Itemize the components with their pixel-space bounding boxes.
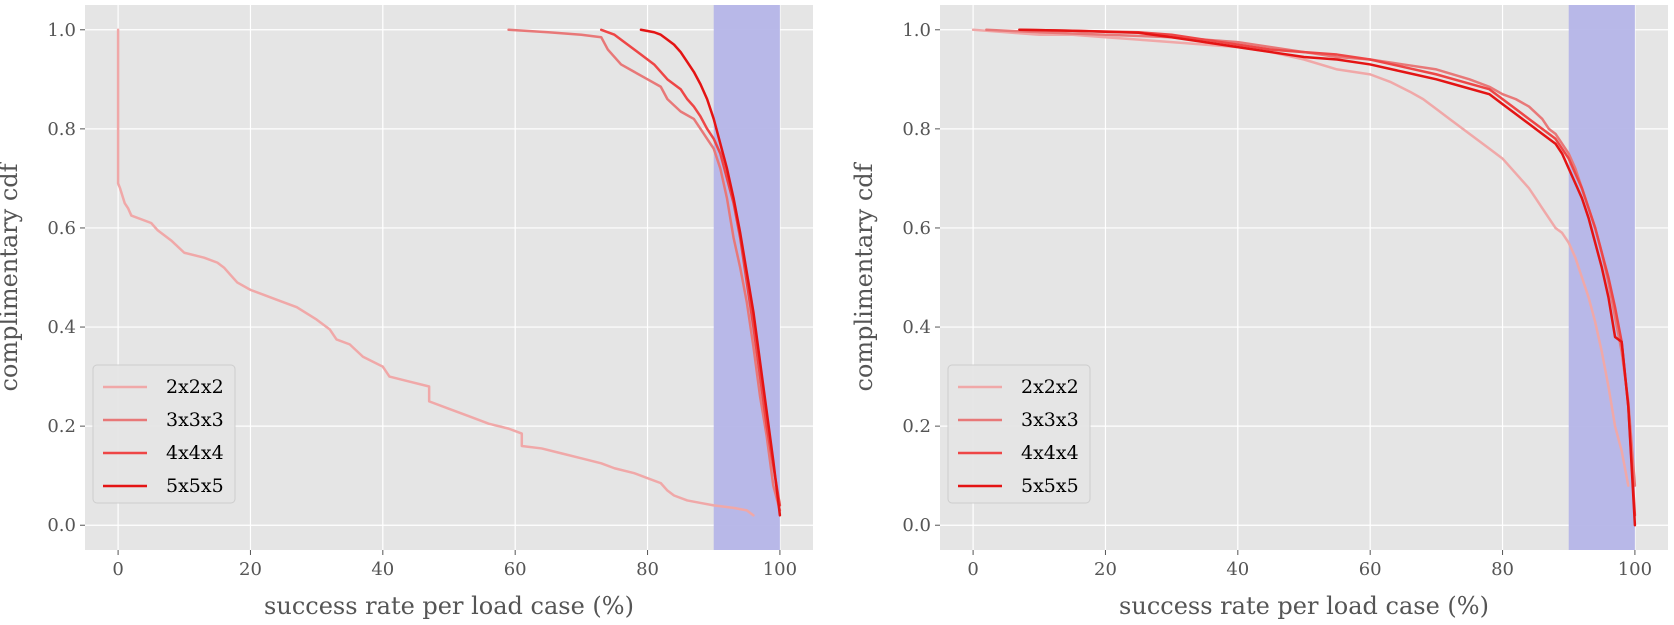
legend-label-5x5x5: 5x5x5 [166,475,224,497]
legend-label-3x3x3: 3x3x3 [1021,409,1079,431]
legend-label-2x2x2: 2x2x2 [1021,376,1079,398]
x-tick-label: 60 [1359,559,1382,580]
x-tick-label: 60 [504,559,527,580]
x-axis-label: success rate per load case (%) [1119,592,1489,620]
series-line-5x5x5 [1018,28,1637,527]
y-tick-label: 0.8 [47,119,76,140]
legend-box [92,364,236,504]
series-line-5x5x5 [639,28,782,517]
y-tick-label: 1.0 [47,20,76,41]
x-tick-label: 100 [763,559,797,580]
series-line-2x2x2 [116,28,755,517]
x-tick-label: 80 [1491,559,1514,580]
x-tick-label: 100 [1618,559,1652,580]
legend-label-2x2x2: 2x2x2 [166,376,224,398]
x-tick-label: 80 [636,559,659,580]
y-axis-label: complimentary cdf [0,161,23,391]
legend-label-3x3x3: 3x3x3 [166,409,224,431]
series-line-4x4x4 [599,28,782,507]
y-tick-label: 0.8 [902,119,931,140]
series-line-3x3x3 [507,28,782,512]
series-line-2x2x2 [971,28,1630,487]
x-tick-label: 20 [239,559,262,580]
y-tick-label: 0.4 [47,317,76,338]
y-tick-label: 0.0 [47,515,76,536]
y-axis-label: complimentary cdf [850,161,878,391]
y-tick-label: 0.6 [47,218,76,239]
y-tick-label: 1.0 [902,20,931,41]
x-axis-label: success rate per load case (%) [264,592,634,620]
legend-label-4x4x4: 4x4x4 [1021,442,1079,464]
y-tick-label: 0.0 [902,515,931,536]
y-tick-label: 0.2 [902,416,931,437]
x-tick-label: 0 [112,559,123,580]
x-tick-label: 40 [371,559,394,580]
x-tick-label: 20 [1094,559,1117,580]
legend: 2x2x2 3x3x3 4x4x4 5x5x5 [92,364,236,504]
x-tick-label: 0 [967,559,978,580]
y-tick-label: 0.2 [47,416,76,437]
chart-panel-1: 0 20 40 60 80 100 0.0 0.2 0.4 0.6 0.8 1.0 success ra… [0,5,813,620]
x-tick-label: 40 [1226,559,1249,580]
legend-box [947,364,1091,504]
series-line-4x4x4 [1018,28,1637,517]
legend-label-5x5x5: 5x5x5 [1021,475,1079,497]
y-tick-label: 0.6 [902,218,931,239]
chart-panel-2: 0 20 40 60 80 100 0.0 0.2 0.4 0.6 0.8 1.0 success ra… [850,5,1668,620]
legend: 2x2x2 3x3x3 4x4x4 5x5x5 [947,364,1091,504]
y-tick-label: 0.4 [902,317,931,338]
legend-label-4x4x4: 4x4x4 [166,442,224,464]
